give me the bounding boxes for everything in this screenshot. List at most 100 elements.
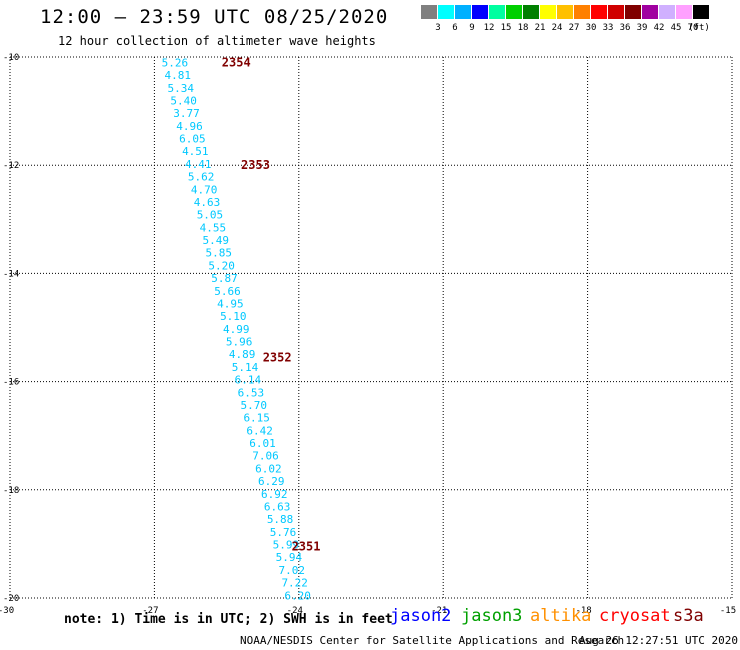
legend-swatch [608,5,625,19]
wave-height-label: 5.87 [211,272,238,285]
legend-swatch [472,5,489,19]
legend-tick-label: 39 [636,23,648,33]
wave-height-label: 4.95 [217,297,244,310]
wave-height-label: 5.49 [203,234,230,247]
wave-height-label: 5.26 [162,56,189,69]
legend-tick-label: 3 [435,23,441,33]
wave-height-label: 4.41 [185,158,212,171]
latitude-label: -10 [3,53,19,63]
legend-tick-label: 15 [500,23,512,33]
legend-tick-label: 33 [602,23,614,33]
legend-unit-label: (ft) [688,23,710,33]
map-subtitle: 12 hour collection of altimeter wave hei… [58,34,376,48]
legend-tick-label: 9 [469,23,475,33]
wave-height-label: 5.20 [208,259,235,272]
legend-tick-label: 21 [534,23,546,33]
wave-height-label: 5.34 [167,82,194,95]
longitude-label: -24 [287,606,303,616]
credit-line: NOAA/NESDIS Center for Satellite Applica… [240,634,625,647]
legend-swatch [421,5,438,19]
legend-swatch [455,5,472,19]
map-title: 12:00 – 23:59 UTC 08/25/2020 [40,6,389,28]
wave-height-label: 5.10 [220,310,247,323]
latitude-label: -18 [3,486,19,496]
wave-height-label: 5.96 [226,336,253,349]
pass-time-label: 2353 [241,158,270,172]
wave-height-label: 5.99 [273,539,300,552]
wave-height-label: 5.76 [270,526,297,539]
legend-tick-label: 24 [551,23,563,33]
wave-height-label: 4.55 [200,221,227,234]
pass-time-label: 2351 [292,540,321,554]
legend-swatch [591,5,608,19]
legend-swatch [625,5,642,19]
satellite-legend-cryosat: cryosat [599,606,671,626]
satellite-legend-jason3: jason3 [461,606,523,626]
legend-swatch [506,5,523,19]
wave-height-label: 5.66 [214,285,241,298]
legend-swatch [642,5,659,19]
wave-height-label: 6.63 [264,500,291,513]
wave-height-label: 6.02 [255,462,281,475]
longitude-label: -30 [0,606,14,616]
wave-height-label: 4.63 [194,196,221,209]
pass-time-label: 2354 [222,55,251,69]
wave-height-label: 7.02 [279,564,306,577]
legend-tick-label: 6 [452,23,458,33]
wave-height-label: 4.70 [191,183,218,196]
legend-tick-label: 70 [687,23,699,33]
wave-height-label: 5.94 [276,551,303,564]
legend-swatch [659,5,676,19]
legend-swatch [540,5,557,19]
wave-height-label: 3.77 [173,107,200,120]
latitude-label: -20 [3,594,19,604]
wave-height-label: 6.42 [246,424,273,437]
legend-tick-label: 36 [619,23,631,33]
wave-height-label: 5.70 [241,399,268,412]
legend-tick-label: 12 [483,23,495,33]
legend-swatch [489,5,506,19]
wave-height-label: 6.92 [261,488,288,501]
wave-height-label: 5.88 [267,513,294,526]
wave-height-label: 6.01 [249,437,276,450]
wave-height-label: 6.29 [258,475,285,488]
legend-swatch [676,5,693,19]
legend-swatch [693,5,710,19]
wave-height-label: 4.51 [182,145,209,158]
legend-swatch [557,5,574,19]
wave-height-label: 6.05 [179,133,206,146]
satellite-legend-jason2: jason2 [390,606,452,626]
wave-height-label: 6.20 [284,589,311,602]
generation-timestamp: Aug 26 12:27:51 UTC 2020 [579,634,738,647]
longitude-label: -27 [142,606,158,616]
legend-tick-label: 42 [653,23,665,33]
legend-swatch [523,5,540,19]
latitude-label: -12 [3,161,19,171]
longitude-label: -15 [720,606,736,616]
legend-swatch [574,5,591,19]
satellite-legend-s3a: s3a [673,606,704,626]
wave-height-label: 5.05 [197,209,224,222]
wave-height-label: 6.15 [243,412,269,425]
wave-height-label: 5.14 [232,361,259,374]
wave-height-label: 6.53 [238,386,265,399]
wave-height-label: 5.62 [188,171,215,184]
longitude-label: -21 [431,606,447,616]
legend-tick-label: 18 [517,23,529,33]
wave-height-label: 5.85 [205,247,232,260]
wave-height-label: 6.14 [235,374,262,387]
longitude-label: -18 [575,606,591,616]
legend-tick-label: 30 [585,23,597,33]
wave-height-label: 5.40 [170,94,197,107]
wave-height-label: 4.89 [229,348,256,361]
wave-height-label: 7.22 [281,577,308,590]
wave-height-label: 4.96 [176,120,203,133]
latitude-label: -14 [3,269,19,279]
wave-height-label: 4.99 [223,323,250,336]
satellite-legend-altika: altika [530,606,592,626]
pass-time-label: 2352 [263,350,292,364]
legend-tick-label: 27 [568,23,580,33]
legend-tick-label: 45 [670,23,682,33]
legend-swatch [438,5,455,19]
